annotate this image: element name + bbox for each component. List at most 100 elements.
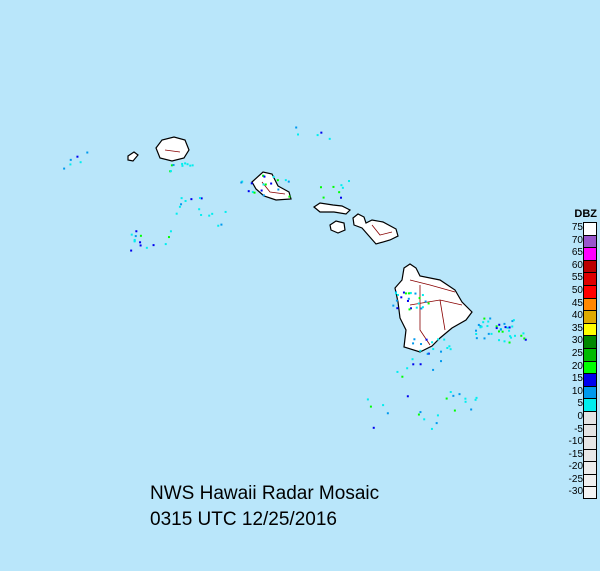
- legend-label: -15: [568, 448, 583, 460]
- radar-echo: [169, 170, 172, 173]
- radar-echo: [499, 328, 502, 331]
- radar-echo: [198, 208, 201, 211]
- radar-echo: [412, 363, 415, 366]
- radar-echo: [486, 325, 489, 328]
- radar-echo: [406, 299, 409, 302]
- radar-echo: [453, 409, 456, 412]
- legend-row: 15: [556, 373, 600, 386]
- radar-echo: [316, 134, 319, 137]
- radar-echo: [369, 405, 372, 408]
- radar-echo: [395, 299, 398, 302]
- radar-echo: [520, 334, 523, 337]
- legend-swatch: [583, 284, 597, 298]
- radar-echo: [191, 164, 194, 167]
- radar-echo: [130, 233, 133, 236]
- radar-echo: [409, 307, 412, 310]
- radar-echo: [510, 336, 513, 339]
- radar-echo: [139, 234, 142, 237]
- radar-echo: [490, 332, 493, 335]
- radar-echo: [392, 304, 395, 307]
- radar-echo: [332, 185, 335, 188]
- radar-echo: [262, 183, 265, 186]
- radar-echo: [464, 400, 467, 403]
- legend-swatch: [583, 234, 597, 248]
- legend-swatch: [583, 385, 597, 399]
- legend-row: 55: [556, 272, 600, 285]
- legend-row: -25: [556, 473, 600, 487]
- radar-echo: [487, 320, 490, 323]
- radar-echo: [501, 330, 504, 333]
- radar-echo: [262, 194, 265, 197]
- radar-echo: [382, 404, 385, 407]
- radar-echo: [511, 325, 514, 328]
- radar-echo: [190, 198, 193, 201]
- radar-echo: [474, 398, 477, 401]
- radar-echo: [498, 330, 501, 333]
- legend-row: 60: [556, 259, 600, 273]
- radar-echo: [477, 323, 480, 326]
- legend-row: 50: [556, 284, 600, 298]
- radar-echo: [420, 343, 423, 346]
- radar-echo: [408, 308, 411, 311]
- radar-echo: [386, 412, 389, 415]
- legend-label: 70: [571, 234, 583, 246]
- radar-echo: [419, 363, 422, 366]
- radar-echo: [186, 163, 189, 166]
- radar-echo: [79, 161, 82, 164]
- radar-echo: [427, 352, 430, 355]
- legend-row: 35: [556, 322, 600, 336]
- legend-swatch: [583, 360, 597, 374]
- dbz-legend: DBZ 75 70 65 60 55 50 45 40 35 30 25 20 15 10 5 0 -5 -10-…: [556, 208, 600, 500]
- radar-echo: [449, 391, 452, 394]
- legend-swatch: [583, 473, 597, 487]
- radar-echo: [413, 338, 416, 341]
- radar-echo: [498, 323, 501, 326]
- radar-echo: [424, 300, 427, 303]
- legend-label: 50: [571, 284, 583, 296]
- legend-row: 5: [556, 398, 600, 411]
- radar-echo: [284, 179, 287, 182]
- radar-echo: [170, 164, 173, 167]
- legend-swatch: [583, 259, 597, 273]
- radar-echo: [446, 346, 449, 349]
- legend-swatch: [583, 448, 597, 462]
- map-title: NWS Hawaii Radar Mosaic: [150, 483, 380, 504]
- radar-echo: [208, 214, 211, 217]
- island-niihau: [127, 151, 139, 162]
- radar-echo: [295, 126, 298, 129]
- radar-echo: [396, 370, 399, 373]
- legend-label: 20: [571, 360, 583, 372]
- legend-swatch: [583, 222, 597, 235]
- legend-label: -30: [568, 486, 583, 498]
- radar-echo: [180, 197, 183, 200]
- radar-echo: [458, 393, 461, 396]
- legend-label: -10: [568, 436, 583, 448]
- radar-echo: [407, 297, 410, 300]
- radar-echo: [253, 191, 256, 194]
- radar-echo: [402, 291, 405, 294]
- radar-echo: [264, 183, 267, 186]
- legend-unit: DBZ: [574, 208, 597, 220]
- radar-echo: [319, 186, 322, 189]
- radar-echo: [145, 246, 148, 249]
- radar-echo: [220, 223, 223, 226]
- radar-echo: [426, 352, 429, 355]
- island-hawaii: [394, 263, 473, 353]
- radar-echo: [509, 335, 512, 338]
- radar-echo: [495, 327, 498, 330]
- legend-swatch: [583, 486, 597, 500]
- legend-swatch: [583, 373, 597, 386]
- radar-echo: [167, 236, 170, 239]
- radar-echo: [76, 155, 79, 158]
- radar-echo: [372, 426, 375, 429]
- radar-echo: [133, 239, 136, 242]
- radar-echo: [262, 174, 265, 177]
- radar-echo: [401, 375, 404, 378]
- island-oahu: [251, 171, 292, 201]
- legend-row: -20: [556, 461, 600, 474]
- radar-echo: [400, 296, 403, 299]
- radar-echo: [452, 394, 455, 397]
- legend-label: 60: [571, 259, 583, 271]
- legend-row: -5: [556, 423, 600, 437]
- radar-echo: [523, 337, 526, 340]
